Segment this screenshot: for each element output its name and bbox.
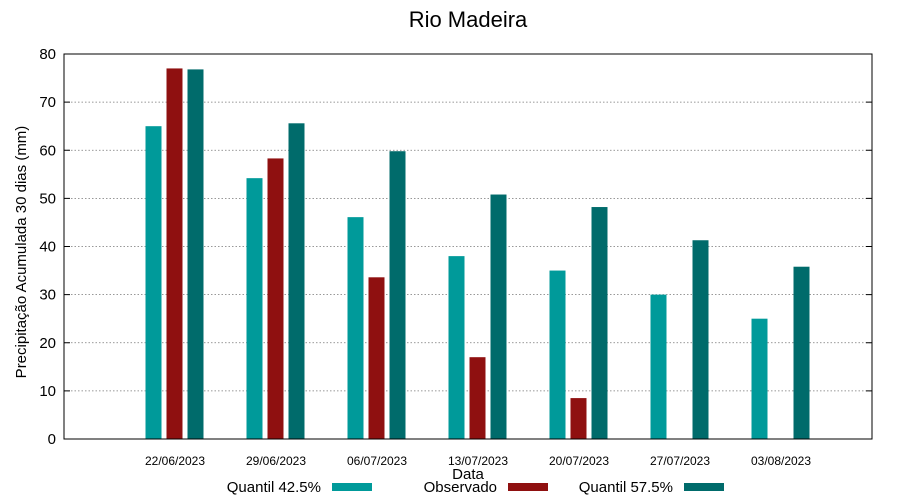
bar-quantil-42-5--0 [145, 126, 162, 439]
y-tick-label: 20 [39, 335, 56, 352]
grid-lines [64, 101, 872, 392]
y-tick-label: 40 [39, 239, 56, 256]
x-tick-label: 22/06/2023 [145, 454, 205, 468]
bar-quantil-57-5--5 [692, 240, 709, 439]
x-tick-label: 29/06/2023 [246, 454, 306, 468]
y-tick-label: 10 [39, 383, 56, 400]
y-tick-label: 80 [39, 46, 56, 63]
y-tick-label: 30 [39, 287, 56, 304]
bar-quantil-57-5--6 [793, 266, 810, 439]
bar-quantil-57-5--2 [389, 151, 406, 439]
bar-observado-0 [166, 68, 183, 439]
legend-swatch [684, 483, 724, 491]
bar-quantil-42-5--3 [448, 256, 465, 439]
x-tick-label: 20/07/2023 [549, 454, 609, 468]
x-axis-ticks: 22/06/2023 29/06/2023 06/07/2023 13/07/2023… [145, 454, 811, 468]
y-tick-label: 70 [39, 94, 56, 111]
legend-label: Observado [424, 479, 497, 496]
bar-observado-1 [267, 158, 284, 439]
x-axis-label: Data [452, 466, 484, 483]
legend-label: Quantil 57.5% [579, 479, 673, 496]
bar-quantil-42-5--2 [347, 217, 364, 439]
x-tick-label: 03/08/2023 [751, 454, 811, 468]
legend-label: Quantil 42.5% [227, 479, 321, 496]
y-axis-label: Precipitação Acumulada 30 dias (mm) [13, 126, 30, 379]
chart-title: Rio Madeira [409, 7, 528, 32]
y-tick-label: 60 [39, 142, 56, 159]
legend-swatch [508, 483, 548, 491]
bar-quantil-42-5--4 [549, 270, 566, 439]
bar-quantil-42-5--5 [650, 294, 667, 439]
x-tick-label: 13/07/2023 [448, 454, 508, 468]
bar-observado-4 [570, 398, 587, 439]
bar-quantil-57-5--3 [490, 194, 507, 439]
y-tick-label: 50 [39, 190, 56, 207]
legend-swatch [332, 483, 372, 491]
y-tick-label: 0 [48, 431, 56, 448]
bar-observado-3 [469, 357, 486, 439]
bar-quantil-57-5--4 [591, 207, 608, 439]
bar-quantil-57-5--1 [288, 123, 305, 440]
bars [145, 68, 810, 440]
bar-quantil-42-5--1 [246, 178, 263, 439]
bar-observado-2 [368, 277, 385, 439]
x-tick-label: 27/07/2023 [650, 454, 710, 468]
bar-quantil-42-5--6 [751, 318, 768, 439]
y-axis-ticks: 0 10 20 30 40 50 60 70 80 [39, 46, 872, 448]
bar-quantil-57-5--0 [187, 69, 204, 440]
legend: Quantil 42.5% Observado Quantil 57.5% [227, 479, 724, 496]
x-tick-label: 06/07/2023 [347, 454, 407, 468]
